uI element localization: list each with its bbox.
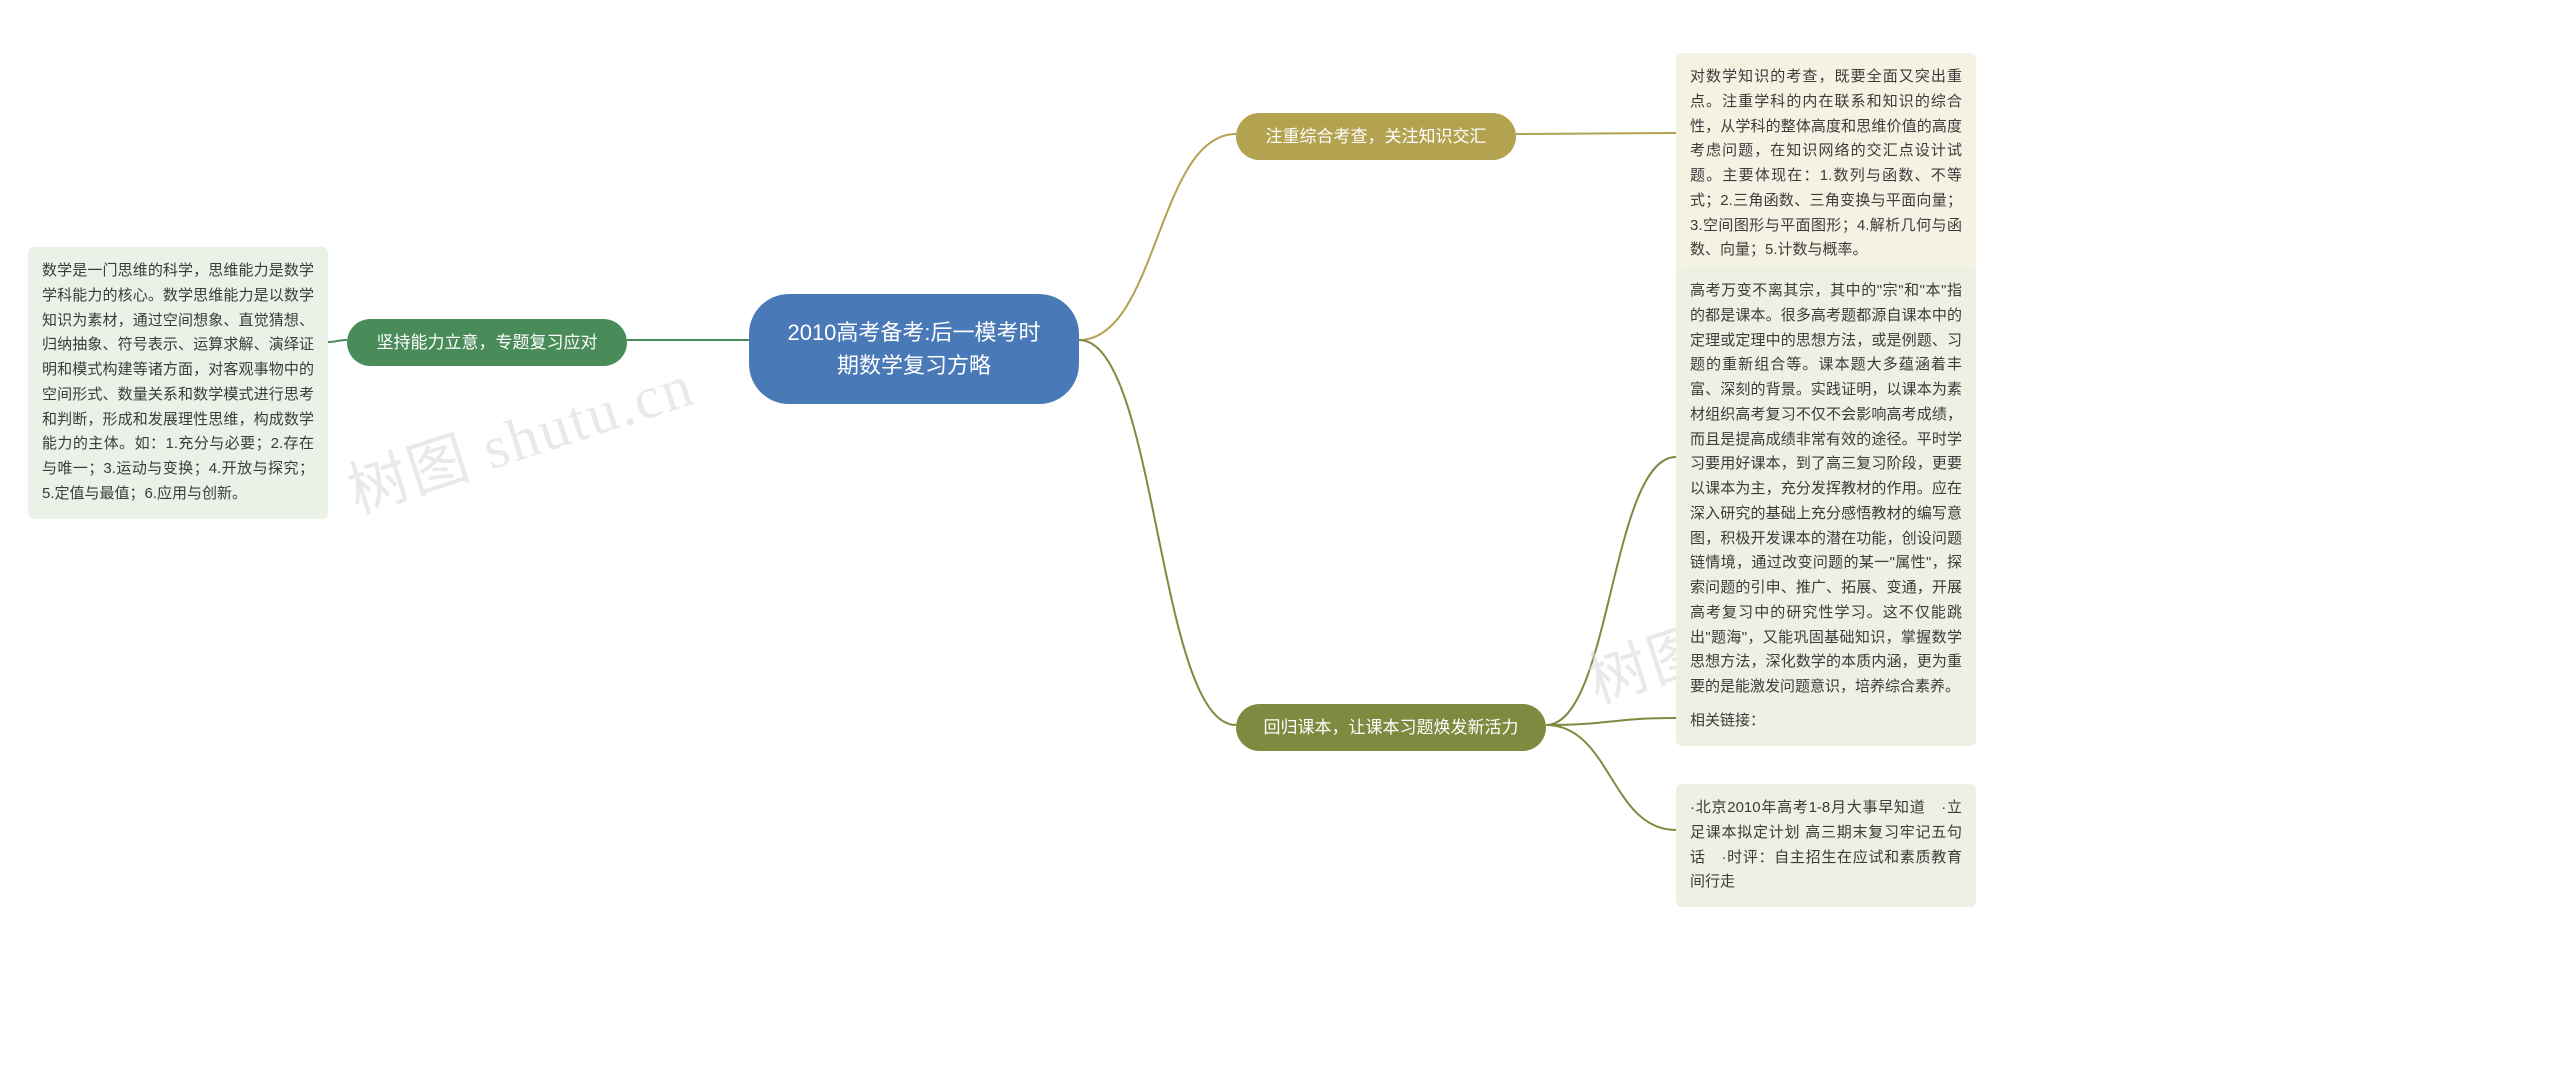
leaf-right2-2[interactable]: ·北京2010年高考1-8月大事早知道 ·立足课本拟定计划 高三期末复习牢记五句…	[1676, 784, 1976, 907]
connectors-layer	[0, 0, 2560, 1089]
branch-right1[interactable]: 注重综合考查，关注知识交汇	[1236, 113, 1516, 160]
branch-right2[interactable]: 回归课本，让课本习题焕发新活力	[1236, 704, 1546, 751]
branch-left1[interactable]: 坚持能力立意，专题复习应对	[347, 319, 627, 366]
center-node-text: 2010高考备考:后一模考时期数学复习方略	[787, 320, 1040, 378]
branch-label: 注重综合考查，关注知识交汇	[1266, 127, 1487, 146]
branch-label: 坚持能力立意，专题复习应对	[377, 333, 598, 352]
leaf-right2-1[interactable]: 相关链接：	[1676, 697, 1976, 746]
leaf-text: 高考万变不离其宗，其中的"宗"和"本"指的都是课本。很多高考题都源自课本中的定理…	[1690, 282, 1962, 695]
leaf-text: 数学是一门思维的科学，思维能力是数学学科能力的核心。数学思维能力是以数学知识为素…	[42, 262, 314, 502]
leaf-text: ·北京2010年高考1-8月大事早知道 ·立足课本拟定计划 高三期末复习牢记五句…	[1690, 799, 1962, 890]
branch-label: 回归课本，让课本习题焕发新活力	[1264, 718, 1519, 737]
center-node[interactable]: 2010高考备考:后一模考时期数学复习方略	[749, 294, 1079, 404]
leaf-text: 对数学知识的考查，既要全面又突出重点。注重学科的内在联系和知识的综合性，从学科的…	[1690, 68, 1962, 258]
leaf-left1-0[interactable]: 数学是一门思维的科学，思维能力是数学学科能力的核心。数学思维能力是以数学知识为素…	[28, 247, 328, 519]
leaf-right2-0[interactable]: 高考万变不离其宗，其中的"宗"和"本"指的都是课本。很多高考题都源自课本中的定理…	[1676, 267, 1976, 712]
leaf-right1-0[interactable]: 对数学知识的考查，既要全面又突出重点。注重学科的内在联系和知识的综合性，从学科的…	[1676, 53, 1976, 275]
leaf-text: 相关链接：	[1690, 712, 1765, 729]
